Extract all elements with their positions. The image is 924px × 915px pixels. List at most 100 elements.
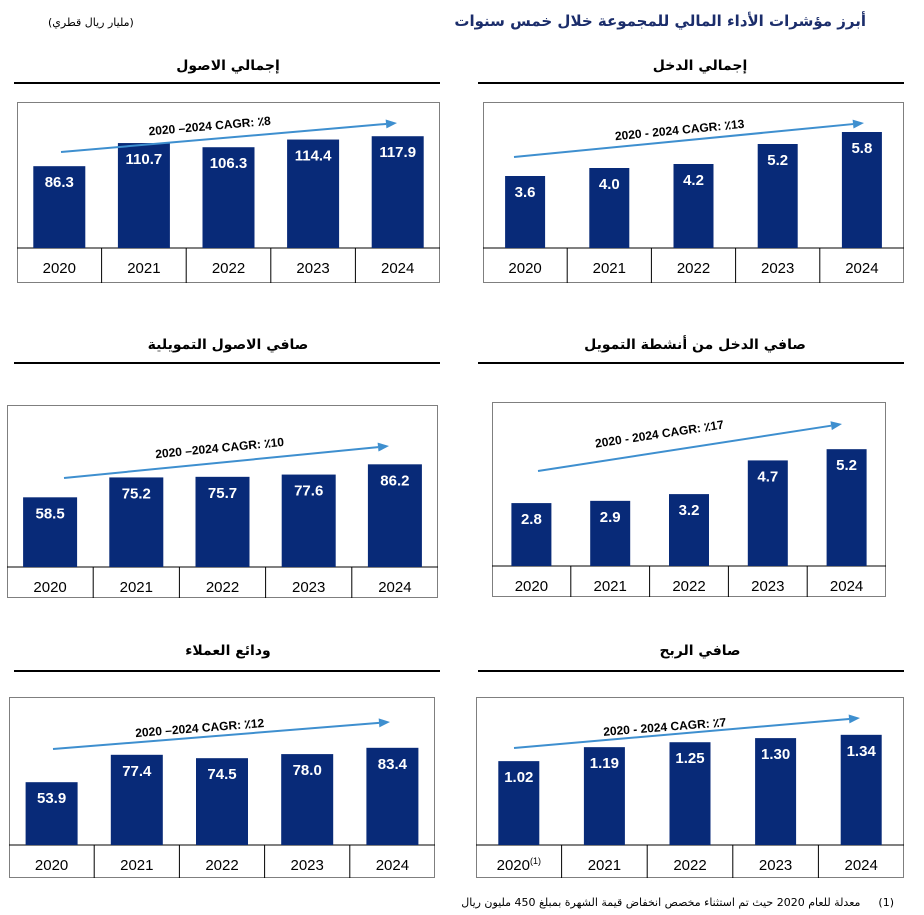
customer-deposits-cagr-arrowhead xyxy=(378,718,390,728)
net-financing-income-value-label-2023: 4.7 xyxy=(757,468,778,485)
total-assets-chart: 86.3 2020 110.7 2021 106.3 2022 114.4 2023 117.9… xyxy=(17,102,440,283)
total-income-bar-2023 xyxy=(757,144,798,248)
net-profit-title-rule xyxy=(478,670,904,672)
customer-deposits-value-label-2024: 83.4 xyxy=(378,756,408,773)
net-profit-category-2021: 2021 xyxy=(588,857,621,874)
total-income-bar-2021 xyxy=(589,168,630,248)
total-assets-value-label-2020: 86.3 xyxy=(45,174,74,191)
net-financing-assets-bar-2021 xyxy=(109,477,164,567)
net-financing-assets-category-2022: 2022 xyxy=(206,579,239,596)
net-financing-income-bar-2020 xyxy=(511,503,552,566)
net-profit-cagr-arrowhead xyxy=(848,714,860,724)
net-profit-value-label-2023: 1.30 xyxy=(761,746,790,763)
net-financing-income-chart: 2.820202.920213.220224.720235.220242020 … xyxy=(492,402,886,597)
total-assets-category-2021: 2021 xyxy=(127,260,160,277)
net-financing-income-bar-2021 xyxy=(590,500,631,566)
total-income-title-rule xyxy=(478,82,904,84)
total-income-value-label-2023: 5.2 xyxy=(767,152,788,169)
net-financing-assets-title-rule xyxy=(14,362,440,364)
net-financing-assets-bar-2022 xyxy=(195,476,250,567)
total-income-category-2023: 2023 xyxy=(761,260,794,277)
customer-deposits-title: ودائع العملاء xyxy=(185,643,271,659)
total-assets-bar-2020 xyxy=(33,166,86,248)
net-financing-income-title-rule xyxy=(478,362,904,364)
total-assets-cagr-arrow xyxy=(60,122,387,153)
net-financing-income-bar-2024 xyxy=(826,449,867,566)
total-income-category-2022: 2022 xyxy=(677,260,710,277)
total-assets-title: إجمالي الاصول xyxy=(176,58,280,74)
net-financing-assets-title: صافي الاصول التمويلية xyxy=(147,337,309,353)
net-financing-assets-cagr-arrow xyxy=(63,446,379,479)
net-financing-income-value-label-2024: 5.2 xyxy=(836,457,857,474)
net-financing-income-cagr-arrow xyxy=(537,424,832,472)
total-income-value-label-2022: 4.2 xyxy=(683,172,704,189)
net-profit-category-2022: 2022 xyxy=(673,857,706,874)
net-financing-income-category-2023: 2023 xyxy=(751,578,784,595)
net-financing-assets-category-2024: 2024 xyxy=(378,579,411,596)
total-income-bar-2020 xyxy=(505,176,546,248)
net-financing-assets-value-label-2023: 77.6 xyxy=(294,483,323,500)
footnote: (1) معدلة للعام 2020 حيث تم استثناء مخصص … xyxy=(461,896,894,909)
footnote-marker: (1) xyxy=(878,896,894,909)
net-financing-income-value-label-2020: 2.8 xyxy=(521,511,542,528)
customer-deposits-title-rule xyxy=(14,670,440,672)
net-profit-bar-2021 xyxy=(583,747,625,845)
total-assets-value-label-2024: 117.9 xyxy=(379,144,416,161)
net-profit-category-2024: 2024 xyxy=(845,857,878,874)
total-assets-bar-2023 xyxy=(287,139,340,248)
total-assets-category-2024: 2024 xyxy=(381,260,414,277)
net-profit-bar-2022 xyxy=(669,742,711,845)
net-financing-assets-bar-2024 xyxy=(367,464,422,567)
net-financing-assets-bar-2023 xyxy=(281,474,336,567)
total-income-category-2021: 2021 xyxy=(593,260,626,277)
total-income-cagr-arrow xyxy=(513,123,854,158)
net-financing-assets-category-2023: 2023 xyxy=(292,579,325,596)
net-profit-value-label-2020: 1.02 xyxy=(504,769,533,786)
customer-deposits-cagr-arrow xyxy=(52,721,380,750)
total-income-title: إجمالي الدخل xyxy=(652,58,748,74)
net-financing-assets-cagr-arrowhead xyxy=(377,442,389,452)
total-assets-value-label-2023: 114.4 xyxy=(295,148,332,165)
customer-deposits-bar-2024 xyxy=(366,747,419,845)
net-profit-cagr-arrow xyxy=(513,717,850,749)
customer-deposits-value-label-2023: 78.0 xyxy=(293,762,322,779)
net-profit-footnote-ref: (1) xyxy=(530,856,541,866)
customer-deposits-value-label-2020: 53.9 xyxy=(37,790,66,807)
net-financing-assets-chart: 58.5 2020 75.2 2021 75.7 2022 77.6 2023 86.2 2024… xyxy=(7,405,438,598)
total-income-value-label-2021: 4.0 xyxy=(599,176,620,193)
net-profit-value-label-2024: 1.34 xyxy=(847,743,877,760)
net-financing-income-category-2021: 2021 xyxy=(594,578,627,595)
total-income-bar-2022 xyxy=(673,164,714,248)
customer-deposits-category-2022: 2022 xyxy=(205,857,238,874)
net-financing-assets-value-label-2022: 75.7 xyxy=(208,485,237,502)
total-assets-title-rule xyxy=(14,82,440,84)
net-financing-income-title: صافي الدخل من أنشطة التمويل xyxy=(584,337,806,353)
total-assets-category-2023: 2023 xyxy=(296,260,329,277)
total-assets-value-label-2022: 106.3 xyxy=(210,155,248,172)
total-income-category-2024: 2024 xyxy=(845,260,878,277)
customer-deposits-value-label-2022: 74.5 xyxy=(207,766,236,783)
net-profit-value-label-2022: 1.25 xyxy=(675,750,704,767)
total-assets-value-label-2021: 110.7 xyxy=(126,151,163,168)
customer-deposits-category-2024: 2024 xyxy=(376,857,409,874)
footnote-text: معدلة للعام 2020 حيث تم استثناء مخصص انخ… xyxy=(461,896,861,909)
net-financing-income-cagr-arrowhead xyxy=(830,421,842,431)
customer-deposits-category-2021: 2021 xyxy=(120,857,153,874)
net-financing-assets-category-2021: 2021 xyxy=(120,579,153,596)
net-financing-assets-value-label-2020: 58.5 xyxy=(35,505,64,522)
net-financing-assets-category-2020: 2020 xyxy=(33,579,66,596)
customer-deposits-chart: 53.9 2020 77.4 2021 74.5 2022 78.0 2023 83.4 2024… xyxy=(9,697,435,878)
total-assets-bar-2024 xyxy=(371,136,424,248)
total-income-chart: 3.620204.020214.220225.220235.820242020 … xyxy=(483,102,904,283)
total-assets-category-2020: 2020 xyxy=(43,260,76,277)
page-title: أبرز مؤشرات الأداء المالي للمجموعة خلال … xyxy=(454,12,866,30)
net-financing-income-value-label-2021: 2.9 xyxy=(600,509,621,526)
net-financing-income-value-label-2022: 3.2 xyxy=(679,502,700,519)
total-assets-cagr-arrowhead xyxy=(385,119,397,129)
unit-note: (مليار ريال قطري) xyxy=(48,16,134,29)
net-financing-assets-value-label-2021: 75.2 xyxy=(122,485,151,502)
net-profit-title: صافي الربح xyxy=(659,643,741,659)
net-profit-category-2023: 2023 xyxy=(759,857,792,874)
total-assets-bar-2022 xyxy=(202,147,255,248)
customer-deposits-bar-2020 xyxy=(25,782,78,845)
